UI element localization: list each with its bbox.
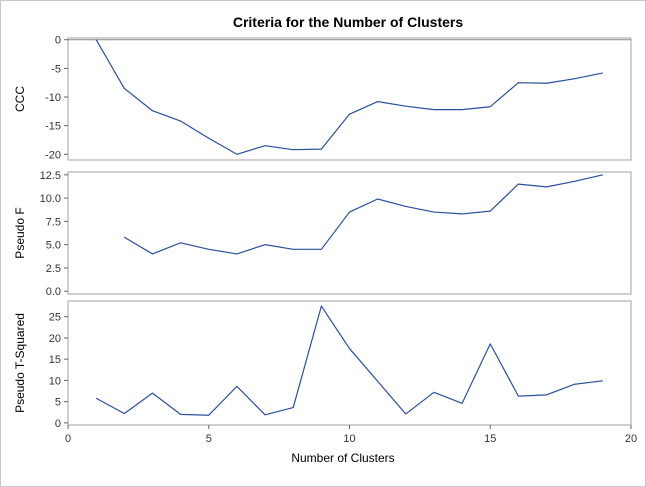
y-tick-label: 2.5 [46,263,61,275]
y-tick-label: 0 [55,418,61,430]
panel-2: 0.0 2.5 5.0 7.5 10.0 12.5 Pseudo F [13,170,632,298]
series-line [95,305,603,416]
chart-title: Criteria for the Number of Clusters [233,14,463,30]
y-tick-label: 10 [49,375,61,387]
y-tick-label: -5 [51,63,61,75]
y-tick-label: 5.0 [46,240,61,252]
panel-frame [67,171,632,295]
y-tick-label: 12.5 [40,170,61,182]
y-tick-label: 5 [55,397,61,409]
x-tick-label: 10 [343,433,355,445]
x-tick-label: 20 [625,433,637,445]
y-axis-title: Pseudo F [13,207,27,258]
y-tick-label: 25 [49,312,61,324]
y-tick-label: -10 [45,92,61,104]
x-tick-label: 0 [65,433,71,445]
panels: 0 -5 -10 -15 -20 CCC 0.0 2.5 5.0 7.5 10.0 12.5 Pseud… [13,35,632,430]
x-axis: 0 5 10 15 20 [65,425,637,445]
x-tick-label: 15 [484,433,496,445]
y-tick-label: 0 [55,35,61,47]
panel-1: 0 -5 -10 -15 -20 CCC [13,35,632,161]
series-line [123,174,603,255]
y-axis-title: Pseudo T-Squared [13,313,27,413]
y-tick-label: 10.0 [40,193,61,205]
x-axis-title: Number of Clusters [291,451,394,465]
y-tick-label: 0.0 [46,286,61,298]
y-tick-label: -15 [45,121,61,133]
y-tick-label: -20 [45,149,61,161]
y-tick-label: 15 [49,354,61,366]
y-tick-label: 20 [49,333,61,345]
x-tick-label: 5 [206,433,212,445]
panel-frame [67,37,632,161]
series-line [95,39,603,155]
y-tick-label: 7.5 [46,216,61,228]
y-axis-title: CCC [13,86,27,112]
